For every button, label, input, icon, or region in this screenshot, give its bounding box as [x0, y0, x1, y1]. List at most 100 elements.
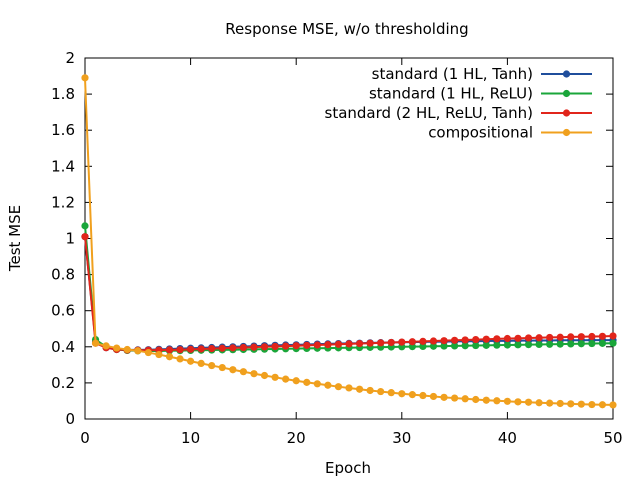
data-point — [567, 333, 575, 341]
data-point — [472, 341, 480, 350]
series-2 — [81, 233, 617, 354]
data-point — [503, 334, 511, 343]
data-point — [81, 74, 89, 82]
data-point — [81, 222, 89, 230]
data-point — [461, 395, 469, 403]
data-point — [250, 370, 258, 378]
data-point — [451, 336, 459, 344]
legend-swatch-marker — [562, 70, 571, 78]
data-point — [408, 338, 416, 346]
data-point — [451, 342, 459, 350]
data-point — [239, 368, 247, 376]
data-point — [313, 341, 321, 349]
data-point — [461, 336, 469, 344]
y-tick-label: 0.6 — [51, 302, 75, 320]
series-line — [84, 225, 614, 352]
data-point — [187, 357, 195, 365]
series-3 — [81, 74, 617, 409]
data-point — [461, 342, 469, 350]
data-point — [577, 400, 585, 408]
x-tick-label: 40 — [498, 429, 517, 447]
data-point — [250, 343, 258, 351]
x-axis-label: Epoch — [325, 459, 371, 477]
data-point — [377, 387, 385, 396]
y-tick-label: 1.8 — [51, 85, 75, 103]
data-point — [187, 345, 195, 353]
data-point — [165, 346, 174, 354]
data-point — [165, 353, 174, 361]
data-point — [524, 341, 533, 349]
data-point — [303, 341, 311, 349]
legend-label: standard (2 HL, ReLU, Tanh) — [325, 104, 533, 122]
legend-label: standard (1 HL, Tanh) — [372, 65, 533, 83]
data-point — [472, 395, 480, 404]
y-tick-label: 0 — [65, 410, 75, 428]
x-tick-label: 20 — [287, 429, 306, 447]
data-point — [556, 340, 564, 348]
data-point — [493, 397, 501, 405]
series-0 — [81, 233, 617, 354]
data-point — [598, 332, 607, 340]
data-point — [345, 340, 353, 348]
data-point — [355, 385, 364, 393]
data-point — [377, 339, 385, 347]
data-point — [176, 346, 184, 354]
legend: standard (1 HL, Tanh) standard (1 HL, ReL… — [325, 65, 592, 142]
y-tick-label: 1 — [65, 230, 75, 248]
data-point — [113, 344, 121, 352]
data-point — [598, 401, 607, 409]
data-point — [503, 397, 511, 405]
data-point — [260, 343, 269, 351]
chart-title: Response MSE, w/o thresholding — [225, 20, 468, 38]
data-point — [398, 390, 406, 398]
data-point — [524, 334, 533, 342]
y-tick-label: 0.2 — [51, 374, 75, 392]
data-point — [355, 339, 364, 348]
data-point — [609, 401, 617, 409]
data-point — [482, 341, 490, 349]
data-point — [91, 339, 100, 347]
y-tick-label: 1.2 — [51, 193, 75, 211]
legend-swatch-marker — [562, 128, 571, 137]
data-point — [176, 355, 184, 363]
data-point — [229, 344, 237, 352]
series-line — [84, 77, 614, 406]
data-point — [398, 338, 406, 346]
data-point — [429, 337, 438, 345]
data-point — [577, 340, 585, 348]
series-line — [84, 236, 613, 351]
data-point — [588, 339, 596, 348]
legend-item: standard (2 HL, ReLU, Tanh) — [325, 104, 592, 122]
series-line — [84, 236, 614, 352]
data-point — [609, 332, 617, 340]
data-point — [535, 399, 543, 407]
legend-item: compositional — [428, 124, 592, 142]
data-point — [609, 339, 617, 347]
data-point — [387, 389, 395, 397]
data-point — [440, 337, 448, 345]
x-tick-label: 10 — [181, 429, 200, 447]
y-tick-label: 1.6 — [51, 121, 75, 139]
data-point — [535, 340, 543, 349]
data-point — [271, 373, 279, 381]
data-point — [229, 366, 237, 374]
data-point — [503, 341, 511, 349]
data-point — [271, 342, 279, 351]
data-point — [303, 378, 311, 386]
legend-item: standard (1 HL, Tanh) — [372, 65, 592, 83]
data-point — [208, 361, 216, 370]
data-point — [482, 335, 490, 343]
data-point — [493, 341, 501, 349]
data-point — [567, 400, 575, 408]
data-point — [546, 399, 554, 407]
data-point — [419, 342, 427, 351]
data-point — [556, 333, 564, 341]
data-point — [408, 391, 416, 399]
data-point — [419, 391, 427, 400]
legend-swatch-marker — [562, 109, 571, 117]
series-1 — [81, 222, 617, 355]
data-point — [282, 375, 290, 383]
data-point — [197, 345, 205, 353]
legend-label: standard (1 HL, ReLU) — [369, 85, 533, 103]
